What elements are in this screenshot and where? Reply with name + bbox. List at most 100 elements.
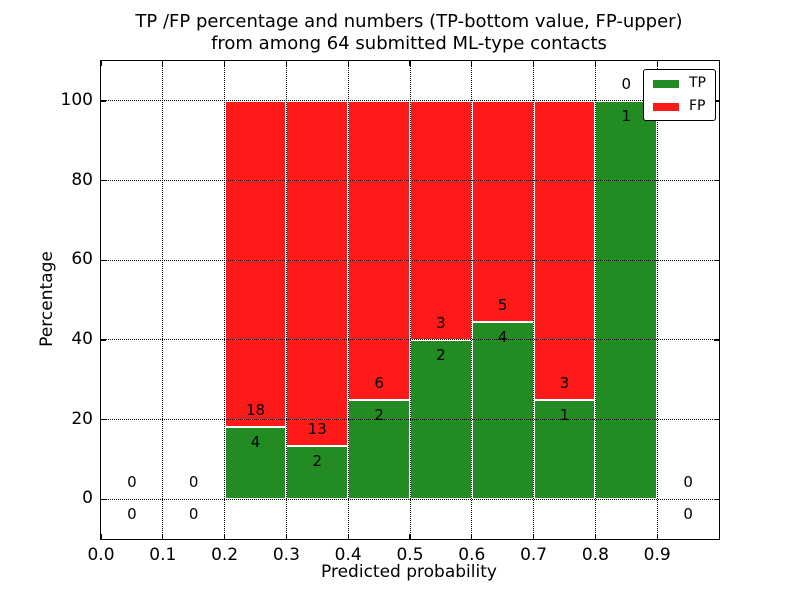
tp-count-label: 4 — [250, 432, 261, 451]
y-tick-label: 100 — [60, 89, 93, 110]
fp-bar — [410, 100, 472, 340]
fp-count-label: 0 — [683, 473, 693, 492]
chart-title: TP /FP percentage and numbers (TP-bottom… — [100, 11, 718, 55]
y-tick-mark — [714, 339, 719, 341]
x-gridline — [224, 61, 226, 539]
x-tick-mark — [594, 61, 597, 66]
fp-count-label: 5 — [497, 296, 508, 315]
tp-count-label: 2 — [436, 345, 446, 364]
tp-count-label: 2 — [374, 405, 384, 424]
fp-count-label: 3 — [559, 373, 570, 392]
x-tick-mark — [471, 534, 473, 539]
x-tick-mark — [285, 61, 288, 66]
fp-count-label: 0 — [127, 473, 137, 492]
tp-count-label: 0 — [683, 505, 693, 524]
y-tick-label: 80 — [71, 169, 93, 190]
chart-title-line1: TP /FP percentage and numbers (TP-bottom… — [135, 11, 683, 32]
tp-color-swatch — [653, 79, 679, 88]
fp-bar — [286, 100, 349, 447]
x-gridline — [594, 61, 596, 539]
y-tick-mark — [714, 100, 719, 102]
tp-count-label: 0 — [127, 505, 137, 524]
fp-count-label: 6 — [374, 373, 384, 392]
fp-count-label: 13 — [307, 420, 327, 439]
x-tick-label: 0.1 — [149, 545, 177, 565]
x-tick-mark — [100, 534, 102, 539]
y-tick-label: 40 — [71, 328, 93, 349]
y-tick-mark — [101, 498, 106, 500]
x-tick-mark — [471, 61, 473, 66]
x-tick-mark — [656, 534, 658, 539]
tp-count-label: 1 — [559, 405, 570, 424]
x-tick-mark — [533, 534, 535, 539]
legend-label-fp: FP — [689, 98, 706, 114]
x-gridline — [656, 61, 658, 539]
legend-item-fp: FP — [653, 99, 706, 114]
x-tick-mark — [656, 61, 658, 66]
tp-bar — [286, 446, 349, 500]
tp-count-label: 2 — [312, 452, 323, 471]
x-tick-mark — [224, 61, 226, 66]
x-tick-label: 0.9 — [643, 545, 671, 565]
x-tick-mark — [285, 534, 288, 539]
x-tick-label: 0.7 — [520, 545, 548, 565]
fp-count-label: 3 — [436, 313, 446, 332]
x-tick-label: 0.3 — [272, 545, 300, 565]
tp-bar — [224, 426, 287, 500]
x-tick-label: 0.2 — [211, 545, 239, 565]
y-tick-mark — [101, 339, 106, 341]
tp-count-label: 0 — [188, 505, 199, 524]
legend-item-tp: TP — [653, 76, 706, 91]
y-tick-mark — [101, 259, 106, 261]
y-tick-mark — [101, 179, 106, 182]
x-axis-label: Predicted probability — [321, 562, 497, 582]
fp-count-label: 0 — [621, 74, 632, 93]
x-tick-mark — [533, 61, 535, 66]
x-tick-label: 0.6 — [458, 545, 486, 565]
x-gridline — [409, 61, 411, 539]
x-tick-mark — [162, 534, 164, 539]
tp-count-label: 1 — [621, 106, 632, 125]
x-gridline — [533, 61, 535, 539]
y-tick-mark — [101, 100, 106, 102]
chart-title-line2: from among 64 submitted ML-type contacts — [211, 33, 607, 54]
x-tick-mark — [409, 61, 411, 66]
x-gridline — [162, 61, 164, 539]
tp-bar — [595, 100, 658, 500]
x-tick-label: 0.0 — [87, 545, 115, 565]
x-tick-label: 0.8 — [581, 545, 609, 565]
x-tick-mark — [594, 534, 597, 539]
fp-bar — [348, 100, 410, 400]
y-tick-mark — [714, 418, 719, 421]
y-tick-label: 0 — [82, 488, 93, 509]
x-tick-mark — [347, 534, 349, 539]
x-tick-mark — [347, 61, 349, 66]
x-gridline — [347, 61, 349, 539]
y-tick-mark — [714, 179, 719, 182]
y-tick-label: 20 — [71, 408, 93, 429]
y-tick-mark — [101, 418, 106, 421]
tp-count-label: 4 — [497, 328, 508, 347]
legend: TP FP — [643, 69, 716, 121]
x-tick-mark — [409, 534, 411, 539]
x-gridline — [285, 61, 287, 539]
fp-count-label: 0 — [188, 473, 199, 492]
fp-bar — [471, 100, 534, 323]
fp-color-swatch — [653, 102, 679, 111]
x-gridline — [471, 61, 473, 539]
x-tick-mark — [162, 61, 164, 66]
x-tick-mark — [224, 534, 226, 539]
fp-count-label: 18 — [245, 400, 266, 419]
tp-bar — [471, 322, 534, 500]
legend-label-tp: TP — [689, 75, 706, 91]
fp-bar — [533, 100, 596, 400]
y-tick-mark — [714, 498, 719, 500]
x-tick-label: 0.4 — [334, 545, 362, 565]
y-tick-label: 60 — [71, 249, 93, 270]
fp-bar — [224, 100, 287, 427]
x-tick-label: 0.5 — [396, 545, 424, 565]
y-tick-mark — [714, 259, 719, 261]
plot-area: TP FP 0 0 0 0 18 4 13 2 6 2 3 2 5 4 3 1 0 1 0 0 0.0 0.1 0.2 0.3… — [61, 60, 720, 565]
x-tick-mark — [100, 61, 102, 66]
